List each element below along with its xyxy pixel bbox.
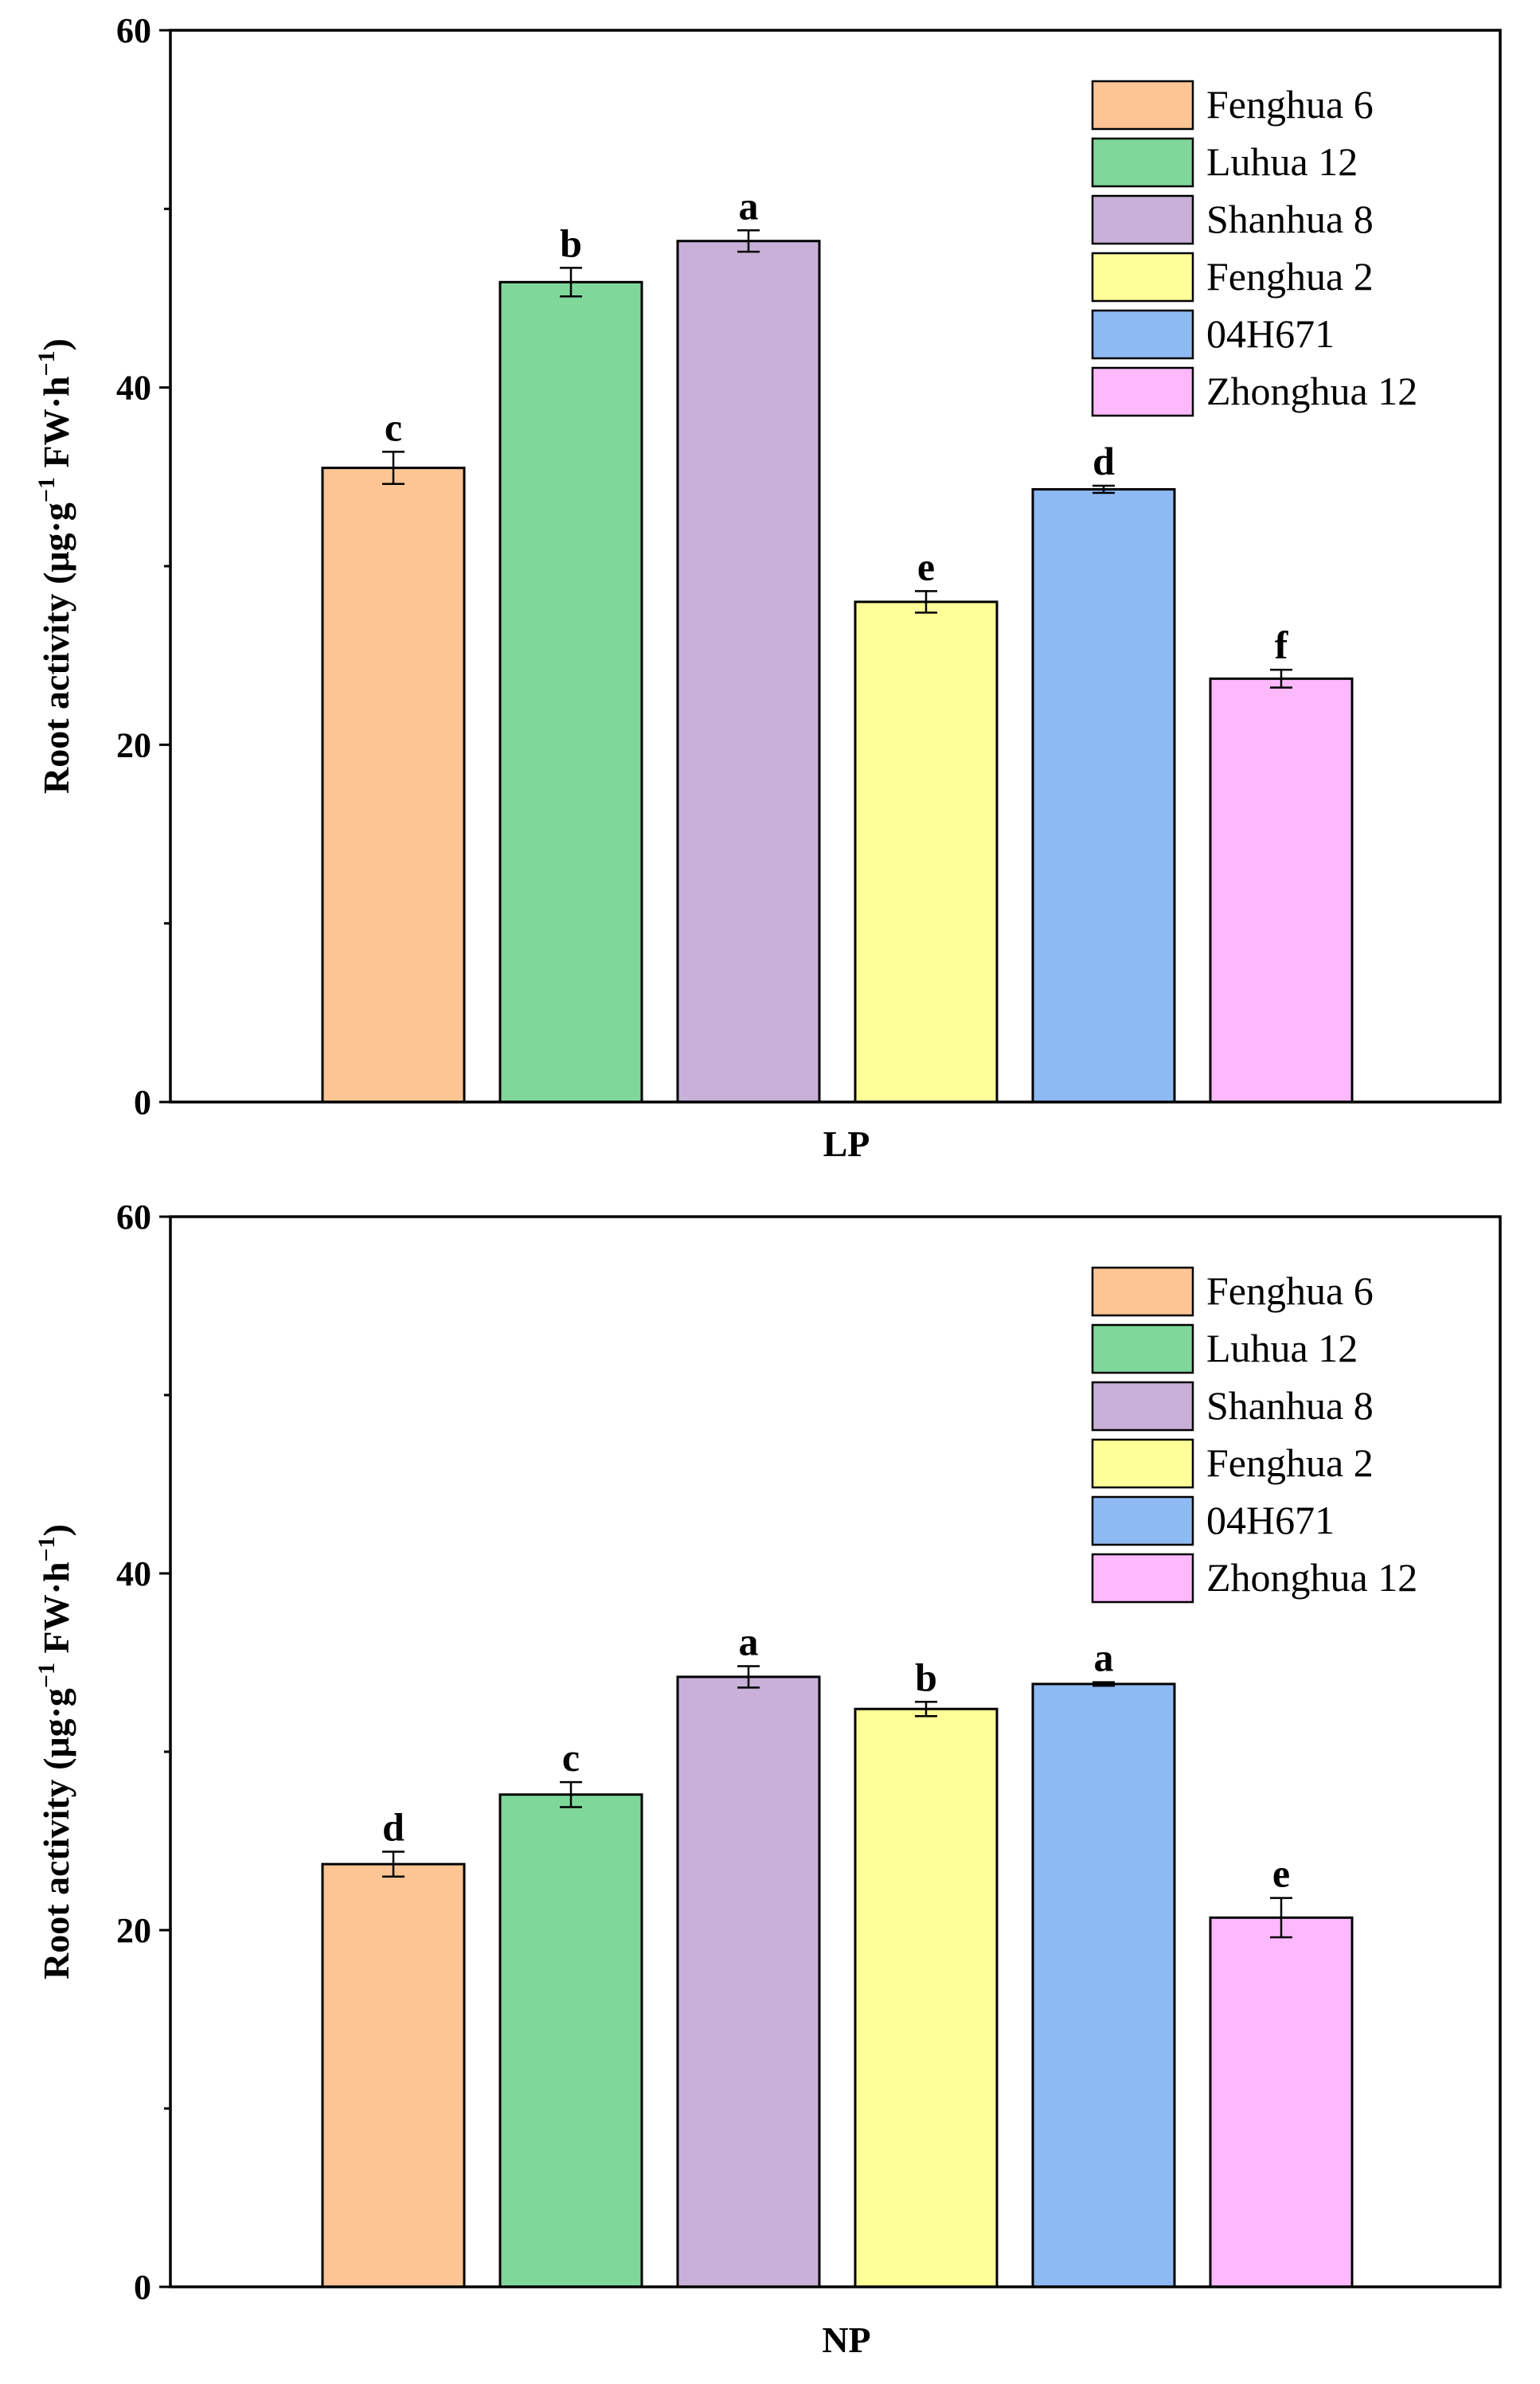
lp-significance-label-6: f [1275,623,1289,667]
np-legend-swatch-6 [1091,1553,1194,1604]
np-legend-swatch-3 [1091,1381,1194,1432]
np-significance-label-4: b [915,1655,937,1699]
lp-legend-label-5: 04H671 [1206,311,1335,356]
lp-y-axis-title-part-1: Root activity (μg·g [36,502,76,794]
np-y-tick-label-20: 20 [116,1911,151,1950]
lp-y-tick-label-0: 0 [134,1083,151,1122]
lp-legend-label-2: Luhua 12 [1206,139,1358,184]
np-significance-label-5: a [1094,1636,1114,1680]
np-error-bar-5 [1092,1681,1115,1687]
lp-legend-swatch-6 [1091,366,1194,417]
np-y-tick-label-40: 40 [116,1554,151,1593]
np-significance-label-2: c [562,1735,580,1780]
np-y-axis-title-part-2: −1 [33,1663,60,1688]
np-legend-swatch-1 [1091,1266,1194,1317]
np-legend-swatch-5 [1091,1495,1194,1546]
lp-y-axis-title-part-2: −1 [33,477,60,502]
lp-bar-2 [498,280,643,1104]
np-bar-3 [676,1675,821,2288]
lp-legend-label-4: Fenghua 2 [1206,254,1374,299]
lp-bar-3 [676,240,821,1104]
np-error-bar-1 [382,1851,405,1878]
np-y-axis-title-part-4: −1 [33,1536,60,1561]
lp-error-bar-6 [1270,668,1292,689]
lp-error-bar-4 [915,590,937,614]
np-error-bar-3 [737,1665,760,1689]
lp-legend: Fenghua 6 Luhua 12 Shanhua 8 Fenghua 2 04H67… [1091,80,1417,417]
np-y-axis-title-part-3: FW·h [36,1561,76,1663]
np-legend-label-1: Fenghua 6 [1206,1268,1374,1313]
np-y-axis-title-part-1: Root activity (μg·g [36,1688,76,1980]
lp-y-tick-label-40: 40 [116,369,151,408]
lp-legend-swatch-4 [1091,252,1194,303]
lp-significance-label-2: b [560,221,582,265]
np-legend-label-2: Luhua 12 [1206,1326,1358,1370]
np-legend-swatch-4 [1091,1438,1194,1489]
np-significance-label-6: e [1272,1851,1290,1896]
lp-y-tick-label-60: 60 [116,11,151,50]
np-significance-label-1: d [382,1804,405,1849]
np-legend-label-4: Fenghua 2 [1206,1440,1374,1485]
np-y-axis-title-part-5: ) [36,1524,76,1536]
np-y-axis-title: Root activity (μg·g−1 FW·h−1) [33,1524,76,1980]
np-bar-2 [498,1793,643,2288]
lp-y-axis-title-part-5: ) [36,338,76,350]
lp-error-bar-2 [560,267,582,298]
lp-legend-swatch-2 [1091,137,1194,188]
lp-significance-label-5: d [1092,439,1115,483]
lp-y-axis-title-part-4: −1 [33,350,60,376]
lp-x-axis-label: LP [823,1124,870,1164]
np-error-bar-2 [560,1780,582,1808]
lp-y-axis-title: Root activity (μg·g−1 FW·h−1) [33,338,76,794]
lp-legend-swatch-1 [1091,80,1194,131]
np-legend-label-3: Shanhua 8 [1206,1383,1374,1428]
lp-legend-swatch-5 [1091,309,1194,360]
np-bar-6 [1209,1916,1354,2288]
np-legend-label-5: 04H671 [1206,1498,1335,1542]
lp-legend-label-1: Fenghua 6 [1206,82,1374,127]
np-y-tick-label-60: 60 [116,1198,151,1237]
np-legend-label-6: Zhonghua 12 [1206,1555,1417,1600]
lp-bar-6 [1209,677,1354,1104]
np-significance-label-3: a [739,1619,759,1663]
lp-legend-swatch-3 [1091,194,1194,245]
np-bar-4 [854,1707,999,2288]
lp-bar-1 [321,467,466,1104]
np-bar-5 [1031,1682,1176,2288]
lp-legend-label-3: Shanhua 8 [1206,197,1374,241]
np-legend: Fenghua 6 Luhua 12 Shanhua 8 Fenghua 2 04H67… [1091,1266,1417,1604]
lp-y-tick-label-20: 20 [116,725,151,764]
np-x-axis-label: NP [822,2320,870,2360]
np-bar-1 [321,1862,466,2288]
np-y-tick-label-0: 0 [134,2268,151,2307]
np-legend-swatch-2 [1091,1323,1194,1374]
lp-error-bar-3 [737,229,760,253]
lp-significance-label-4: e [917,544,935,588]
np-error-bar-6 [1270,1897,1292,1939]
lp-error-bar-5 [1092,484,1115,494]
lp-error-bar-1 [382,451,405,486]
lp-legend-label-6: Zhonghua 12 [1206,369,1417,413]
lp-bar-4 [854,600,999,1104]
lp-bar-5 [1031,488,1176,1104]
lp-significance-label-3: a [739,183,759,228]
lp-y-axis-title-part-3: FW·h [36,376,76,477]
np-error-bar-4 [915,1701,937,1718]
lp-significance-label-1: c [385,404,402,449]
